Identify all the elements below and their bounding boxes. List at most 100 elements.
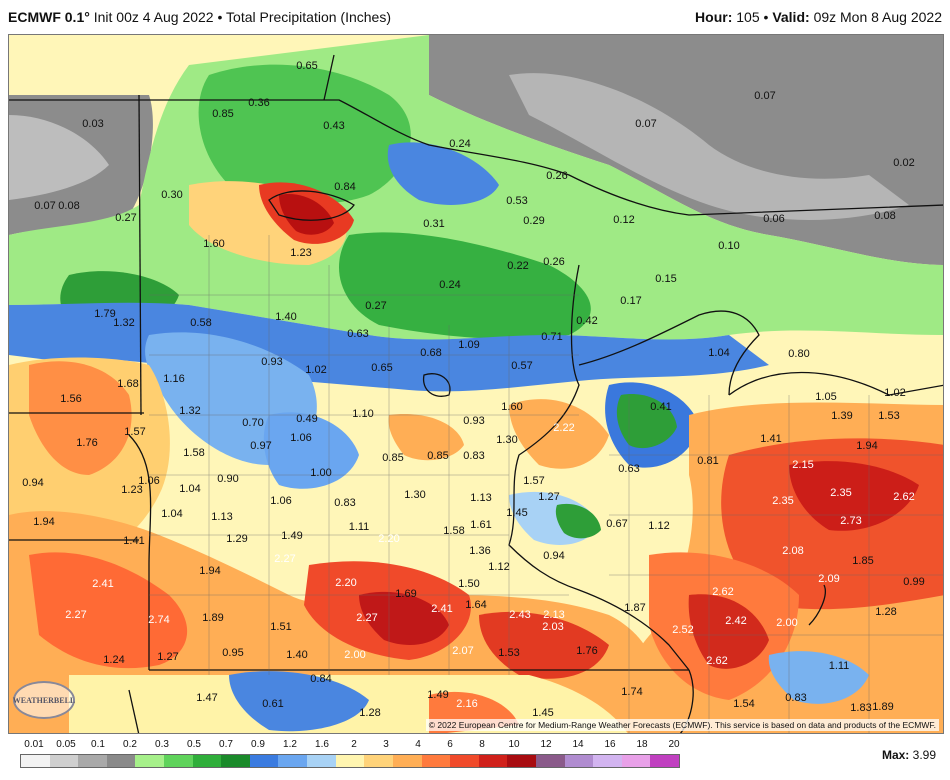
precip-value-label: 0.70 bbox=[242, 417, 264, 429]
precip-value-label: 1.54 bbox=[733, 698, 755, 710]
precip-value-label: 1.79 bbox=[94, 308, 116, 320]
legend-tick-label: 1.6 bbox=[315, 739, 329, 750]
precip-value-label: 0.57 bbox=[511, 360, 533, 372]
precip-value-label: 0.12 bbox=[613, 214, 635, 226]
rain-area bbox=[555, 503, 601, 539]
state-border bbox=[138, 94, 142, 416]
precip-value-label: 1.89 bbox=[872, 701, 894, 713]
precip-value-label: 0.24 bbox=[449, 138, 471, 150]
precip-value-label: 1.57 bbox=[523, 475, 545, 487]
state-border bbox=[508, 264, 690, 671]
legend-tick-label: 0.01 bbox=[24, 739, 44, 750]
precip-value-label: 1.89 bbox=[202, 612, 224, 624]
precip-value-label: 1.11 bbox=[828, 660, 850, 672]
precip-value-label: 0.84 bbox=[334, 181, 356, 193]
precip-value-label: 1.83 bbox=[850, 702, 872, 714]
precip-value-label: 1.10 bbox=[352, 408, 374, 420]
precip-value-label: 0.63 bbox=[618, 463, 640, 475]
precip-value-label: 1.56 bbox=[60, 393, 82, 405]
precip-value-label: 1.64 bbox=[465, 599, 487, 611]
precip-value-label: 1.02 bbox=[884, 387, 906, 399]
legend-swatch bbox=[192, 755, 222, 767]
precip-value-label: 0.94 bbox=[22, 477, 44, 489]
precip-value-label: 1.40 bbox=[286, 649, 308, 661]
legend-tick-label: 1.2 bbox=[283, 739, 297, 750]
precip-value-label: 2.20 bbox=[378, 533, 400, 545]
precip-value-label: 1.27 bbox=[157, 651, 179, 663]
moderate-rain-area bbox=[263, 412, 359, 489]
precip-value-label: 0.93 bbox=[261, 356, 283, 368]
precip-value-label: 1.12 bbox=[488, 561, 510, 573]
heavy-rain-area bbox=[388, 414, 464, 461]
legend-swatch bbox=[249, 755, 279, 767]
precip-value-label: 0.17 bbox=[620, 295, 642, 307]
precip-value-label: 0.30 bbox=[161, 189, 183, 201]
legend-swatch bbox=[21, 755, 50, 767]
precip-value-label: 2.08 bbox=[782, 545, 804, 557]
precip-value-label: 1.53 bbox=[498, 647, 520, 659]
precip-value-label: 0.06 bbox=[763, 213, 785, 225]
precip-value-label: 1.05 bbox=[815, 391, 837, 403]
precip-value-label: 1.85 bbox=[852, 555, 874, 567]
precip-value-label: 2.73 bbox=[840, 515, 862, 527]
precip-value-label: 2.43 bbox=[509, 609, 531, 621]
precip-value-label: 0.41 bbox=[650, 401, 672, 413]
precip-value-label: 1.60 bbox=[501, 401, 523, 413]
header-sep: • bbox=[763, 9, 773, 25]
legend-tick-label: 0.7 bbox=[219, 739, 233, 750]
precip-value-label: 0.83 bbox=[463, 450, 485, 462]
legend-swatch bbox=[593, 755, 622, 767]
precip-value-label: 1.45 bbox=[532, 707, 554, 719]
product-name: Total Precipitation (Inches) bbox=[226, 9, 391, 25]
precip-value-label: 0.67 bbox=[606, 518, 628, 530]
precip-value-label: 1.06 bbox=[138, 475, 160, 487]
legend-swatch bbox=[621, 755, 651, 767]
precip-value-label: 1.36 bbox=[469, 545, 491, 557]
precip-value-label: 0.31 bbox=[423, 218, 445, 230]
valid-time: 09z Mon 8 Aug 2022 bbox=[813, 9, 942, 25]
legend-swatch bbox=[221, 755, 250, 767]
legend-tick-label: 0.3 bbox=[155, 739, 169, 750]
precip-value-label: 1.68 bbox=[117, 378, 139, 390]
legend-swatch bbox=[335, 755, 365, 767]
extreme-rain-area bbox=[789, 461, 919, 531]
legend-swatch bbox=[49, 755, 79, 767]
precip-value-label: 0.15 bbox=[655, 273, 677, 285]
precip-value-label: 0.10 bbox=[718, 240, 740, 252]
precip-value-label: 0.26 bbox=[546, 170, 568, 182]
precip-value-label: 1.27 bbox=[538, 491, 560, 503]
legend-swatch bbox=[106, 755, 136, 767]
precip-value-label: 1.02 bbox=[305, 364, 327, 376]
precip-value-label: 1.41 bbox=[760, 433, 782, 445]
precip-value-label: 0.83 bbox=[334, 497, 356, 509]
hour-label: Hour: bbox=[695, 9, 733, 25]
precip-value-label: 0.90 bbox=[217, 473, 239, 485]
precip-value-label: 1.50 bbox=[458, 578, 480, 590]
state-border bbox=[128, 689, 140, 733]
precip-value-label: 0.24 bbox=[439, 279, 461, 291]
precip-value-label: 2.20 bbox=[335, 577, 357, 589]
precip-value-label: 2.16 bbox=[456, 698, 478, 710]
precip-value-label: 1.74 bbox=[621, 686, 643, 698]
precip-value-label: 0.03 bbox=[82, 118, 104, 130]
header-right: Hour: 105 • Valid: 09z Mon 8 Aug 2022 bbox=[695, 9, 942, 25]
precip-value-label: 0.08 bbox=[874, 210, 896, 222]
precip-value-label: 0.63 bbox=[347, 328, 369, 340]
precip-value-label: 0.84 bbox=[310, 673, 332, 685]
precip-value-label: 2.35 bbox=[772, 495, 794, 507]
max-readout: Max: 3.99 bbox=[882, 748, 936, 762]
precipitation-field bbox=[9, 35, 943, 733]
state-border bbox=[679, 669, 694, 733]
precip-value-label: 1.13 bbox=[470, 492, 492, 504]
precip-value-label: 0.27 bbox=[115, 212, 137, 224]
precip-value-label: 0.95 bbox=[222, 647, 244, 659]
precip-value-label: 1.57 bbox=[124, 426, 146, 438]
moderate-rain-area bbox=[768, 651, 869, 704]
header-sep: • bbox=[217, 9, 227, 25]
precip-value-label: 2.35 bbox=[830, 487, 852, 499]
precip-value-label: 1.94 bbox=[199, 565, 221, 577]
precip-value-label: 1.24 bbox=[103, 654, 125, 666]
max-label: Max: bbox=[881, 748, 910, 762]
rain-area bbox=[339, 232, 591, 340]
forecast-hour: 105 bbox=[736, 9, 760, 25]
